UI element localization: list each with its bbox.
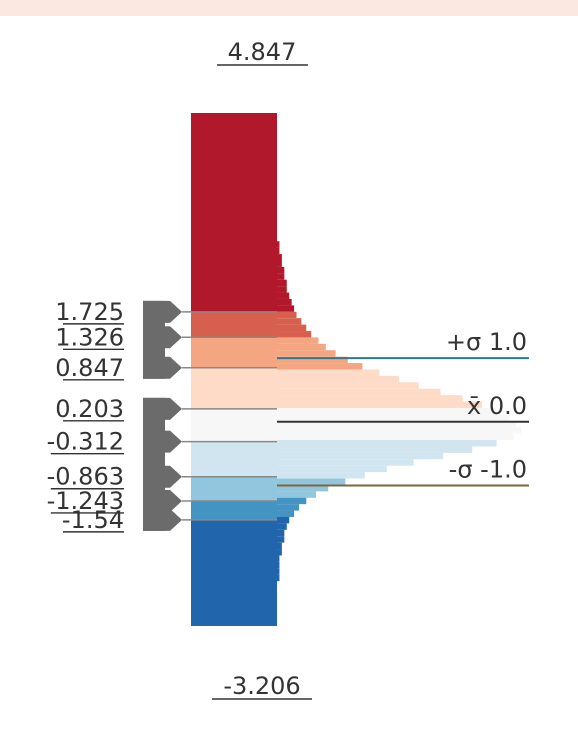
histogram-bars: [277, 241, 521, 582]
histogram-bar: [277, 497, 307, 505]
class-dividers: [182, 311, 277, 521]
min-value-label: -3.206: [223, 672, 300, 700]
histogram-bar: [277, 292, 290, 299]
histogram-bar: [277, 542, 282, 550]
histogram-bar: [277, 478, 346, 485]
class-band-7: [191, 500, 277, 520]
class-band-4: [191, 408, 277, 442]
histogram-bar: [277, 395, 463, 402]
class-band-5: [191, 441, 277, 477]
reference-label: +σ 1.0: [446, 328, 527, 356]
histogram-bar: [277, 324, 307, 332]
histogram-bar: [277, 440, 497, 447]
histogram-bar: [277, 356, 348, 364]
histogram-bar: [277, 568, 280, 575]
handle-strip: [143, 397, 165, 531]
break-label: 1.725: [55, 298, 124, 326]
histogram-bar: [277, 536, 285, 543]
histogram-bar: [277, 510, 295, 517]
histogram-bar: [277, 433, 514, 441]
reference-label: x̄ 0.0: [467, 392, 527, 420]
histogram-bar: [277, 427, 521, 434]
break-label: 0.203: [55, 395, 124, 423]
break-label: 1.326: [55, 323, 124, 351]
histogram-bar: [277, 472, 365, 479]
reference-lines: +σ 1.0 x̄ 0.0 -σ -1.0: [277, 328, 529, 487]
max-value-label: 4.847: [228, 38, 297, 66]
break-label: 0.847: [55, 354, 124, 382]
histogram-bar: [277, 382, 419, 389]
histogram-bar: [277, 388, 441, 396]
histogram-bar: [277, 369, 380, 376]
class-band-8: [191, 519, 277, 626]
histogram-bar: [277, 555, 280, 562]
histogram-bar: [277, 414, 509, 421]
histogram-bar: [277, 254, 282, 261]
histogram-bar: [277, 446, 473, 453]
reference-label: -σ -1.0: [449, 455, 527, 483]
histogram-bar: [277, 465, 387, 473]
break-handles: [143, 300, 182, 531]
histogram-bar: [277, 343, 326, 351]
histogram-bar: [277, 247, 280, 255]
class-band-2: [191, 337, 277, 368]
histogram-bar: [277, 401, 482, 408]
histogram-bar: [277, 375, 399, 383]
histogram-bar: [277, 298, 292, 306]
histogram-bar: [277, 529, 285, 537]
histogram-bar: [277, 549, 282, 556]
histogram-bar: [277, 311, 297, 319]
histogram-bar: [277, 318, 302, 325]
histogram-bar: [277, 561, 280, 569]
histogram-bar: [277, 452, 443, 460]
class-band-3: [191, 367, 277, 409]
histogram-bar: [277, 260, 282, 267]
histogram-bar: [277, 407, 497, 415]
class-band-0: [191, 113, 277, 312]
histogram-bar: [277, 516, 290, 524]
histogram-bar: [277, 273, 285, 280]
break-label: -0.312: [47, 428, 124, 456]
class-bands: [191, 113, 277, 626]
histogram-bar: [277, 305, 295, 312]
histogram-bar: [277, 420, 517, 428]
histogram-bar: [277, 337, 319, 344]
class-band-1: [191, 311, 277, 338]
histogram-bar: [277, 279, 287, 287]
break-label: -1.54: [62, 506, 124, 534]
histogram-bar: [277, 491, 317, 498]
histogram-bar: [277, 574, 280, 582]
class-band-6: [191, 476, 277, 501]
histogram-bar: [277, 504, 299, 511]
break-label: -0.863: [47, 463, 124, 491]
histogram-bar: [277, 286, 287, 293]
handle-strip: [143, 300, 165, 379]
histogram-bar: [277, 484, 329, 492]
histogram-bar: [277, 241, 280, 248]
histogram-bar: [277, 459, 414, 466]
histogram-bar: [277, 266, 285, 274]
histogram-bar: [277, 350, 336, 357]
histogram-bar: [277, 523, 287, 530]
histogram-bar: [277, 331, 312, 338]
break-label: -1.243: [47, 487, 124, 515]
histogram-bar: [277, 363, 363, 370]
top-banner: [0, 0, 578, 16]
